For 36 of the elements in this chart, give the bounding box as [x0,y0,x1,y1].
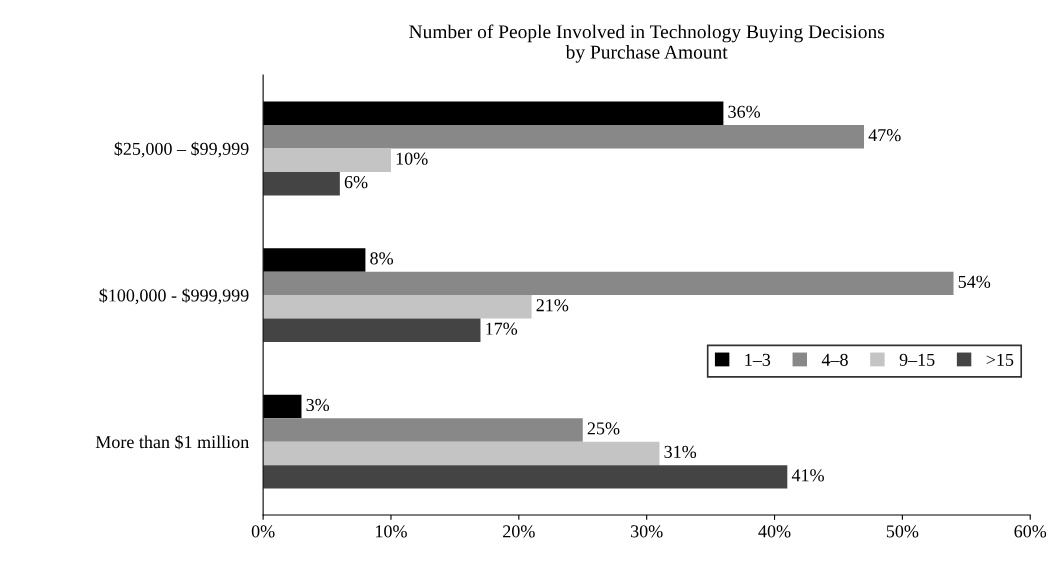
x-tick-label: 10% [376,525,407,538]
legend-label: 4–8 [821,353,848,366]
bar [263,465,788,489]
bar [263,295,532,319]
data-label: 17% [486,322,518,335]
data-label: 25% [587,422,620,435]
data-label: 54% [958,275,991,288]
x-tick-label: 50% [886,525,919,538]
legend-label: 1–3 [745,353,771,366]
data-label: 6% [344,176,368,189]
bar [263,125,865,149]
x-tick-label: 20% [503,525,535,538]
bar [263,171,340,196]
x-tick-label: 40% [758,525,791,538]
x-tick-label: 30% [631,525,663,538]
bar [263,318,481,342]
x-tick-label: 60% [1014,525,1047,538]
data-label: 8% [370,252,394,265]
data-label: 3% [306,398,330,412]
chart-title: Number of People Involved in Technology Buying Decisions by Purchase Amount [409,24,885,63]
legend-label: 9–15 [899,353,935,366]
bar [263,271,954,296]
legend-label: >15 [986,353,1014,366]
x-tick-label: 0% [251,525,275,538]
data-label: 47% [868,129,901,142]
data-label: 21% [536,299,569,312]
bar [263,148,391,172]
y-tick-label: $100,000 - $999,999 [99,288,249,305]
bar [263,441,660,466]
data-label: 36% [728,105,761,118]
bar [263,418,583,442]
y-tick-label: More than $1 million [95,434,249,450]
data-label: 10% [396,152,428,165]
data-label: 41% [791,469,824,482]
data-label: 31% [664,445,697,458]
y-tick-label: $25,000 – $99,999 [114,141,249,158]
